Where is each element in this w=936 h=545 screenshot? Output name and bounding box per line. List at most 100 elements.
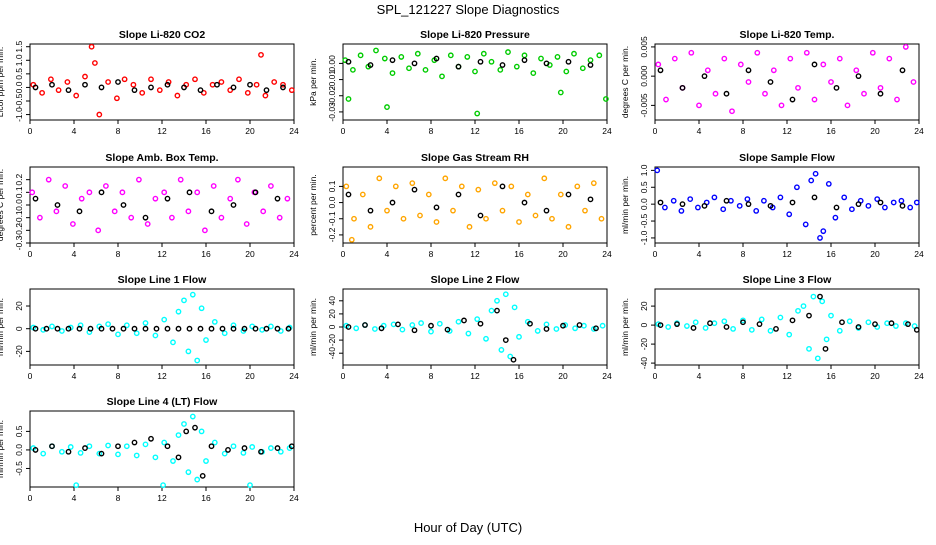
- data-point: [599, 322, 606, 329]
- data-point: [109, 325, 116, 332]
- data-point: [142, 441, 149, 448]
- data-point: [76, 325, 83, 332]
- data-point: [181, 421, 187, 427]
- data-point: [96, 450, 103, 457]
- x-tick-label: 8: [116, 126, 121, 136]
- data-point: [82, 445, 88, 451]
- y-tick-label: -40: [327, 347, 337, 360]
- y-tick-label: -0.1: [327, 211, 337, 226]
- data-point: [123, 322, 130, 329]
- data-point: [53, 208, 60, 215]
- series-2: [32, 325, 292, 332]
- data-point: [65, 448, 72, 455]
- x-tick-label: 0: [653, 371, 658, 381]
- x-tick-label: 16: [201, 126, 211, 136]
- x-tick-label: 4: [72, 126, 77, 136]
- x-tick-label: 24: [914, 249, 924, 259]
- data-point: [199, 472, 206, 479]
- data-point: [433, 204, 440, 211]
- data-point: [701, 202, 708, 209]
- data-point: [865, 202, 872, 209]
- data-point: [886, 55, 893, 62]
- data-point: [480, 50, 487, 57]
- data-point: [267, 445, 274, 451]
- x-tick-label: 20: [870, 126, 880, 136]
- data-point: [114, 95, 120, 102]
- x-tick-label: 24: [914, 371, 924, 381]
- data-point: [507, 353, 514, 360]
- data-point: [521, 57, 528, 64]
- y-tick-label: 40: [327, 296, 337, 306]
- data-point: [723, 324, 730, 330]
- x-tick-label: 20: [558, 249, 568, 259]
- panel-y-axis-label: degrees C per min.: [0, 169, 5, 241]
- data-point: [247, 81, 253, 88]
- y-tick-label: 0: [14, 326, 24, 331]
- panel-6: Slope Sample Flow ml/min per min. 0 4 8 12 16 2…: [620, 152, 924, 259]
- data-point: [274, 445, 281, 451]
- data-point: [92, 60, 98, 66]
- data-point: [175, 325, 182, 332]
- data-point: [98, 450, 105, 457]
- data-point: [45, 176, 52, 183]
- data-point: [384, 104, 390, 110]
- data-point: [73, 92, 80, 99]
- data-point: [144, 221, 151, 227]
- data-point: [554, 54, 561, 60]
- x-tick-label: 12: [782, 249, 792, 259]
- data-point: [461, 317, 467, 324]
- x-tick-label: 24: [289, 126, 299, 136]
- data-point: [877, 90, 884, 97]
- data-point: [723, 197, 730, 204]
- data-point: [98, 325, 105, 332]
- panel-title: Slope Line 1 Flow: [118, 274, 208, 286]
- y-tick-label: 0.0: [14, 81, 24, 93]
- data-point: [455, 191, 462, 198]
- data-point: [175, 308, 182, 315]
- data-point: [521, 52, 528, 59]
- data-point: [280, 81, 286, 88]
- x-tick-label: 8: [116, 249, 121, 259]
- x-tick-label: 0: [28, 249, 33, 259]
- data-point: [814, 355, 821, 362]
- data-point: [185, 469, 192, 476]
- data-point: [530, 70, 537, 77]
- data-point: [794, 184, 800, 191]
- data-point: [872, 321, 878, 328]
- data-point: [477, 320, 484, 327]
- data-point: [543, 60, 550, 67]
- data-point: [684, 323, 690, 329]
- data-point: [822, 345, 829, 352]
- data-point: [767, 79, 774, 85]
- data-point: [888, 320, 895, 327]
- data-point: [32, 195, 39, 202]
- data-point: [890, 199, 897, 206]
- data-point: [581, 322, 587, 329]
- data-point: [201, 227, 208, 234]
- data-point: [657, 199, 664, 206]
- data-point: [164, 443, 171, 450]
- data-point: [418, 320, 424, 326]
- y-tick-label: 0.1: [14, 186, 24, 198]
- panel-title: Slope Li-820 Temp.: [740, 29, 835, 41]
- data-point: [712, 90, 719, 97]
- data-point: [563, 68, 570, 75]
- data-point: [198, 305, 205, 312]
- data-point: [499, 183, 506, 190]
- data-point: [210, 183, 217, 189]
- y-tick-label: -0.1: [14, 210, 24, 225]
- data-point: [428, 322, 434, 329]
- panel-title: Slope Li-820 CO2: [119, 29, 206, 41]
- x-tick-label: 24: [289, 371, 299, 381]
- data-point: [49, 443, 55, 450]
- data-point: [502, 337, 509, 344]
- data-point: [260, 208, 267, 215]
- data-point: [877, 84, 884, 91]
- data-point: [483, 215, 489, 222]
- data-point: [560, 322, 566, 329]
- data-point: [87, 325, 94, 332]
- x-tick-label: 16: [514, 249, 524, 259]
- data-point: [494, 307, 500, 314]
- data-point: [819, 298, 826, 305]
- data-point: [692, 319, 699, 326]
